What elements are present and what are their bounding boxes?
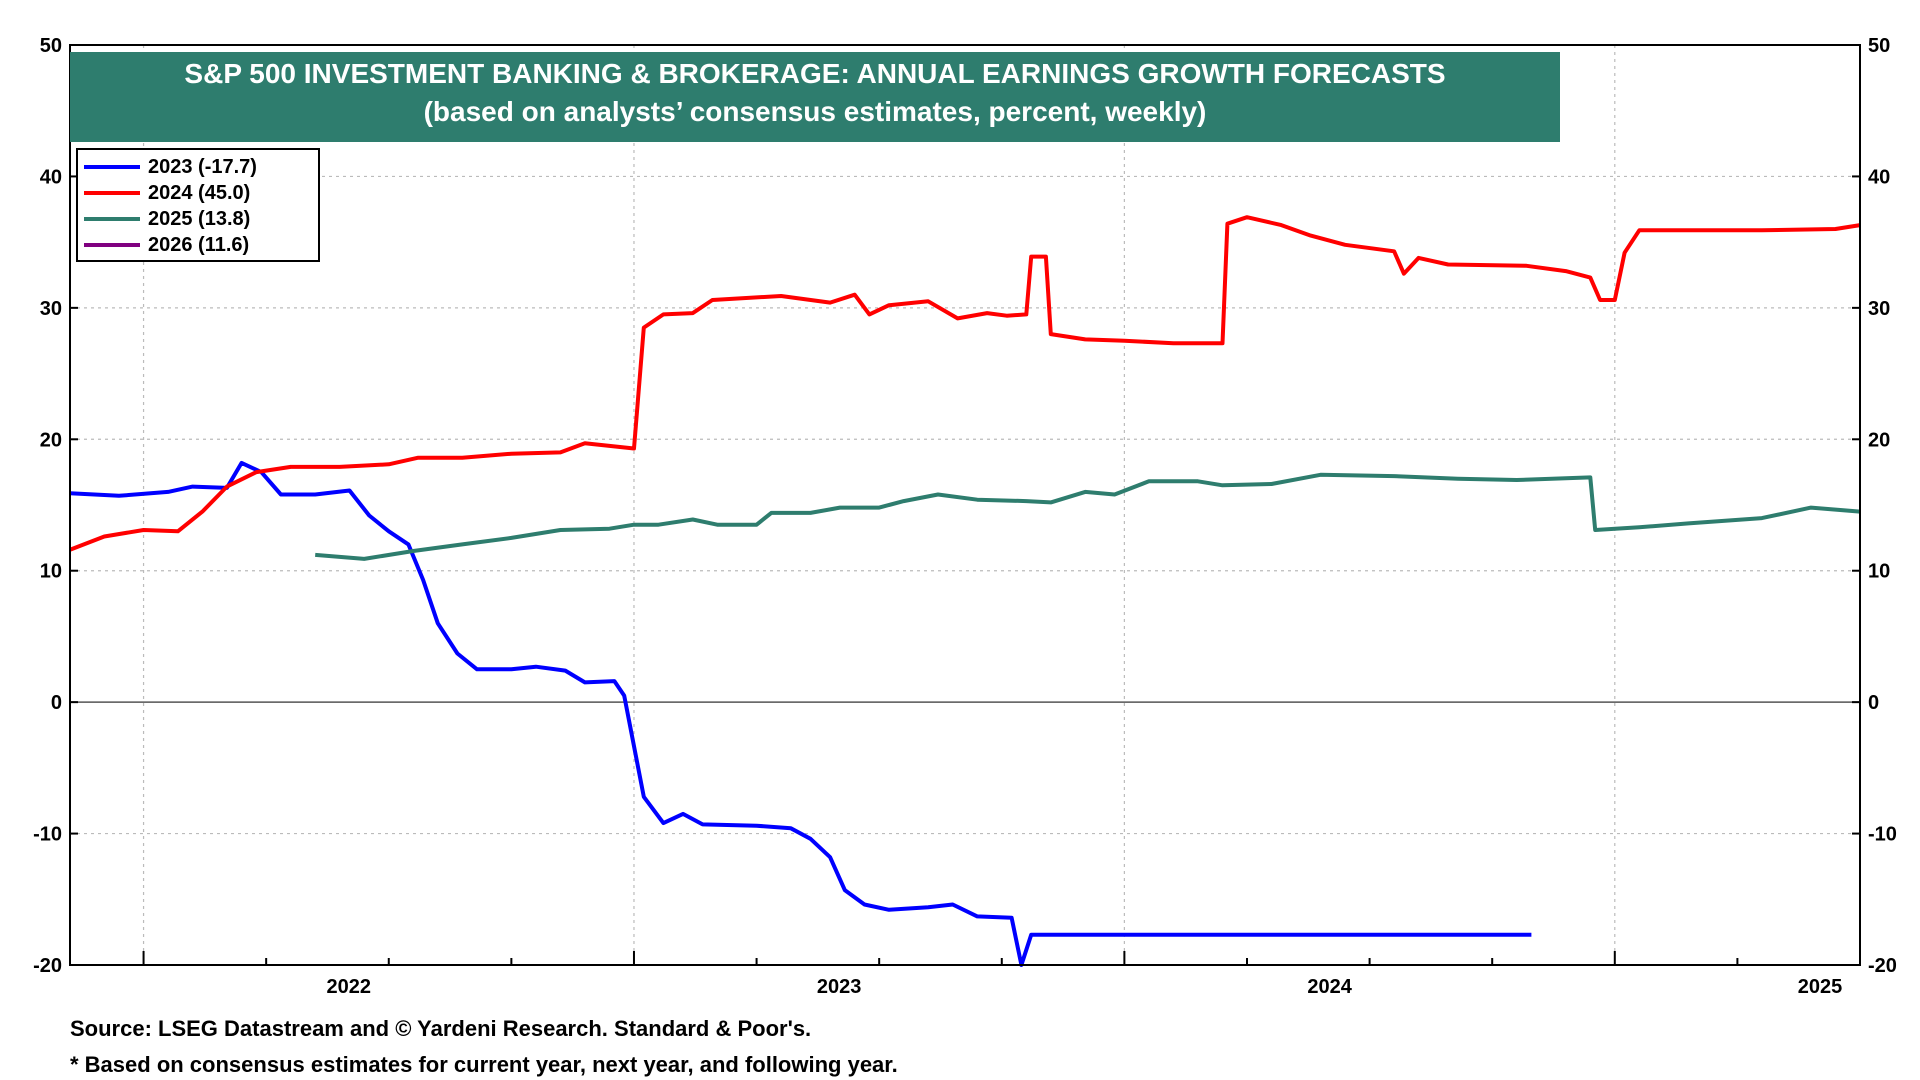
y-tick-label-right: 40 [1868, 166, 1890, 188]
y-tick-label-right: 0 [1868, 692, 1879, 714]
y-tick-label-left: -20 [33, 955, 62, 977]
chart-title: S&P 500 INVESTMENT BANKING & BROKERAGE: … [184, 58, 1446, 89]
y-tick-label-right: 20 [1868, 429, 1890, 451]
y-tick-label-right: 30 [1868, 298, 1890, 320]
legend-swatch-2026 [84, 243, 140, 247]
y-axis-right: -20 -10 0 10 20 30 40 50 [1852, 35, 1897, 977]
legend-item-2026: 2026 (11.6) [84, 232, 312, 258]
series-line-2 [315, 472, 1861, 561]
y-tick-label-left: 50 [40, 35, 62, 57]
x-tick-label: 2022 [327, 976, 372, 998]
legend-swatch-2024 [84, 191, 140, 195]
grid-lines [70, 45, 1860, 965]
legend-item-2024: 2024 (45.0) [84, 180, 312, 206]
y-tick-label-left: 10 [40, 561, 62, 583]
y-tick-label-left: -10 [33, 824, 62, 846]
legend-item-2025: 2025 (13.8) [84, 206, 312, 232]
x-tick-label: 2024 [1307, 976, 1352, 998]
y-tick-label-right: -20 [1868, 955, 1897, 977]
x-tick-label: 2025 [1798, 976, 1843, 998]
plot-frame [69, 44, 1861, 966]
y-tick-label-left: 0 [51, 692, 62, 714]
legend-label-2024: 2024 (45.0) [148, 181, 251, 204]
legend-label-2023: 2023 (-17.7) [148, 155, 257, 178]
y-tick-label-right: -10 [1868, 824, 1897, 846]
y-tick-label-left: 40 [40, 166, 62, 188]
y-tick-label-left: 30 [40, 298, 62, 320]
legend: 2023 (-17.7) 2024 (45.0) 2025 (13.8) 202… [76, 148, 320, 262]
legend-swatch-2023 [84, 165, 140, 169]
title-box: S&P 500 INVESTMENT BANKING & BROKERAGE: … [70, 52, 1560, 142]
series-line-0 [69, 460, 1532, 967]
y-axis-left: -20 -10 0 10 20 30 40 50 [33, 35, 78, 977]
x-axis: 2022 2023 2024 2025 [142, 951, 1861, 998]
series-line-1 [69, 215, 1861, 552]
legend-item-2023: 2023 (-17.7) [84, 154, 312, 180]
source-note: Source: LSEG Datastream and © Yardeni Re… [70, 1016, 812, 1041]
x-tick-label: 2023 [817, 976, 862, 998]
series-layer [69, 215, 1861, 967]
footnote: * Based on consensus estimates for curre… [70, 1052, 898, 1077]
y-tick-label-left: 20 [40, 429, 62, 451]
y-tick-label-right: 10 [1868, 561, 1890, 583]
chart-subtitle: (based on analysts’ consensus estimates,… [423, 96, 1207, 127]
y-tick-label-right: 50 [1868, 35, 1890, 57]
legend-label-2025: 2025 (13.8) [148, 207, 251, 230]
legend-swatch-2025 [84, 217, 140, 221]
legend-label-2026: 2026 (11.6) [148, 233, 250, 256]
